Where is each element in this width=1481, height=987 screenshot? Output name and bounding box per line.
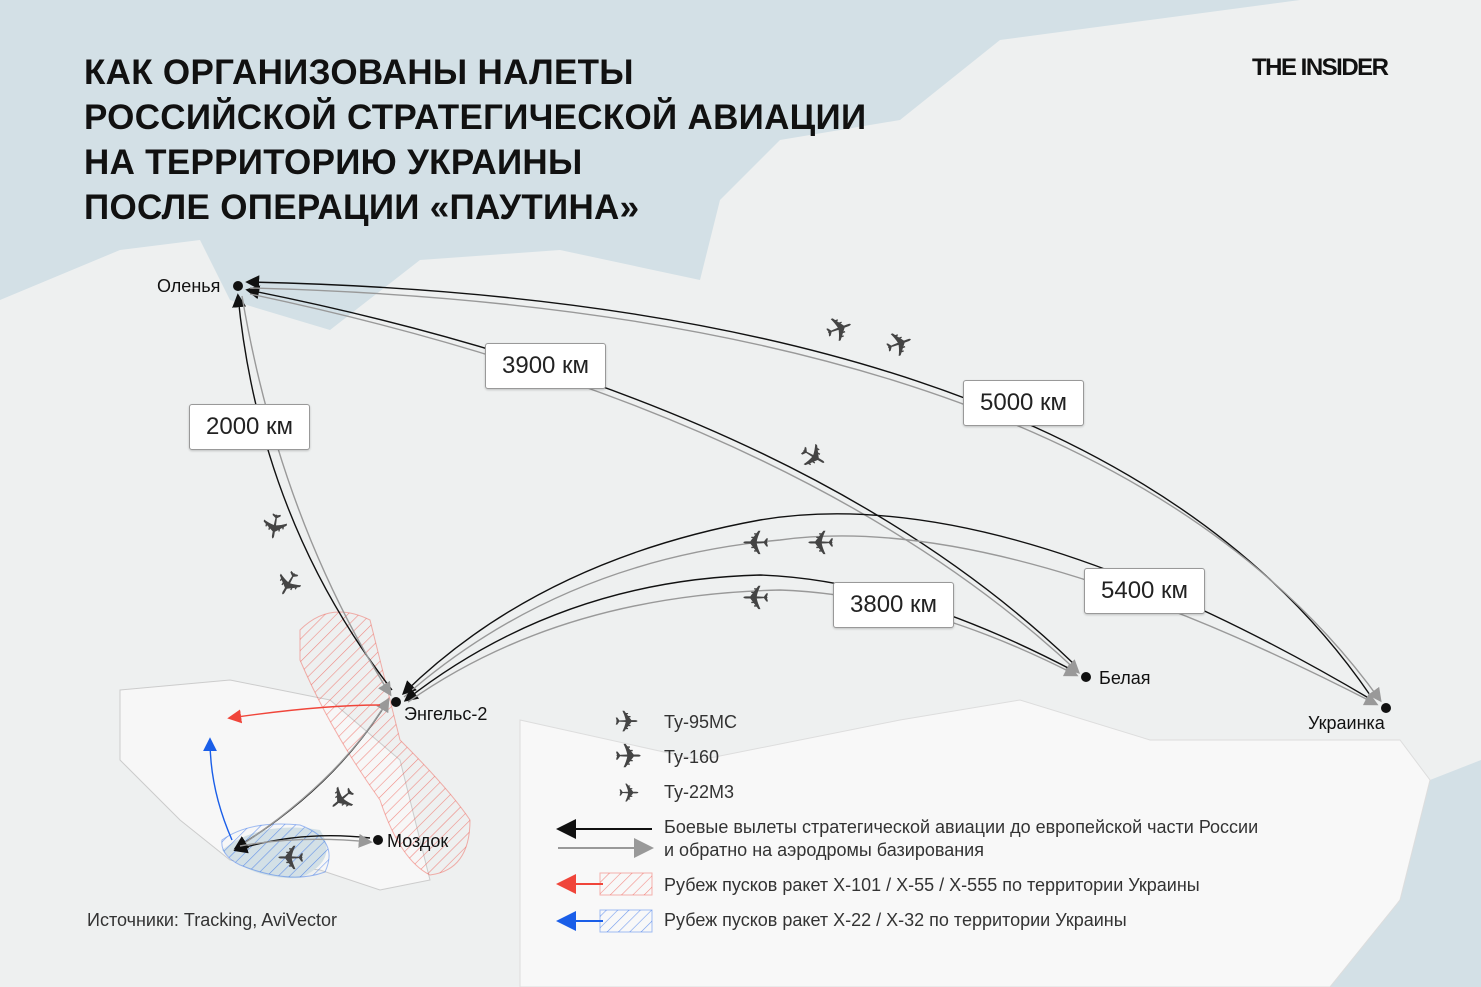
- aircraft-icon: ✈: [742, 522, 771, 560]
- tu22-icon: ✈: [618, 778, 640, 808]
- legend-graphics: ✈ ✈ ✈: [556, 706, 654, 933]
- aircraft-icon: ✈: [277, 837, 306, 875]
- aircraft-icon: ✈: [742, 577, 771, 615]
- title-line: ПОСЛЕ ОПЕРАЦИИ «ПАУТИНА»: [84, 188, 640, 227]
- aircraft-icon: ✈: [252, 509, 294, 544]
- red-launch-zone: [299, 611, 471, 876]
- route-olenya-ukrainka: [249, 287, 1382, 703]
- route-mozdok-blacksea: [233, 835, 371, 854]
- title-line: НА ТЕРРИТОРИЮ УКРАИНЫ: [84, 143, 583, 182]
- tu160-icon: ✈: [614, 738, 643, 776]
- legend-blue-zone: Рубеж пусков ракет Х-22 / Х-32 по террит…: [664, 910, 1127, 930]
- legend-routes-2: и обратно на аэродромы базирования: [664, 840, 984, 860]
- distance-label: 3900 км: [485, 343, 607, 389]
- aircraft-icon: ✈: [807, 522, 836, 560]
- route-blacksea-engels: [239, 697, 390, 847]
- route-engels-olenya: [232, 293, 393, 691]
- distance-label: 5400 км: [1084, 568, 1206, 614]
- legend-red-zone: Рубеж пусков ракет Х-101 / Х-55 / Х-555 …: [664, 875, 1200, 895]
- city-mozdok: Моздок: [387, 831, 449, 851]
- legend-tu160: Ту-160: [664, 747, 720, 767]
- title-line: РОССИЙСКОЙ СТРАТЕГИЧЕСКОЙ АВИАЦИИ: [84, 98, 867, 137]
- city-dots: [233, 281, 1391, 845]
- route-blacksea-mozdok: [239, 833, 373, 848]
- route-engels-belaya: [407, 589, 1079, 703]
- red-missile-arrow: [227, 704, 381, 724]
- route-belaya-engels: [403, 574, 1073, 702]
- route-olenya-engels: [241, 295, 392, 697]
- source-note: Источники: Tracking, AviVector: [87, 910, 337, 930]
- map-title: КАК ОРГАНИЗОВАНЫ НАЛЕТЫ РОССИЙСКОЙ СТРАТ…: [84, 50, 866, 230]
- distance-label: 3800 км: [833, 582, 955, 628]
- legend-tu22: Ту-22М3: [664, 782, 735, 802]
- city-ukrainka: Украинка: [1308, 713, 1385, 733]
- tu95-icon: ✈: [614, 706, 639, 739]
- distance-label: 2000 км: [189, 404, 311, 450]
- distance-label: 5000 км: [963, 380, 1085, 426]
- logo: THE INSIDER: [1252, 54, 1389, 81]
- city-olenya: Оленья: [157, 276, 221, 296]
- city-belaya: Белая: [1099, 668, 1151, 688]
- title-line: КАК ОРГАНИЗОВАНЫ НАЛЕТЫ: [84, 53, 634, 92]
- legend-tu95: Ту-95МС: [664, 712, 737, 732]
- city-engels: Энгельс-2: [404, 704, 488, 724]
- route-olenya-belaya: [249, 293, 1081, 674]
- blue-missile-arrow: [203, 737, 233, 841]
- legend-routes: Боевые вылеты стратегической авиации до …: [664, 817, 1259, 837]
- route-belaya-olenya: [245, 285, 1076, 666]
